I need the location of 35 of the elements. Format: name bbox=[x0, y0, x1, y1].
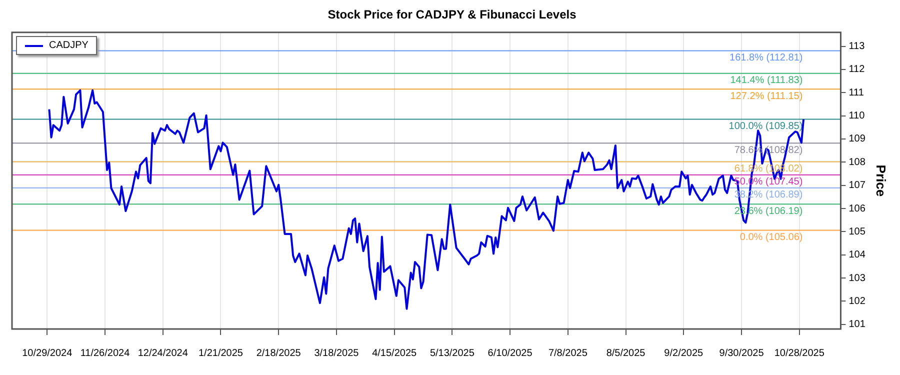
x-tick-label: 8/5/2025 bbox=[606, 348, 646, 359]
y-axis-title: Price bbox=[874, 164, 889, 197]
y-tick-label: 107 bbox=[848, 180, 866, 192]
y-tick-label: 111 bbox=[848, 87, 864, 98]
y-tick-label: 101 bbox=[848, 319, 866, 330]
x-tick-label: 10/28/2025 bbox=[774, 348, 825, 359]
y-tick-label: 102 bbox=[848, 296, 866, 307]
x-tick-label: 1/21/2025 bbox=[198, 348, 244, 359]
ref-line-label: 127.2% (111.15) bbox=[730, 90, 803, 102]
x-tick-label: 3/18/2025 bbox=[314, 348, 360, 359]
x-tick-label: 2/18/2025 bbox=[256, 348, 302, 359]
y-tick-label: 106 bbox=[848, 203, 866, 214]
x-tick-label: 10/29/2024 bbox=[22, 348, 73, 359]
y-tick-label: 105 bbox=[848, 226, 866, 238]
ref-line-label: 100.0% (109.85) bbox=[728, 121, 803, 132]
y-tick-label: 110 bbox=[848, 110, 866, 122]
x-tick-label: 12/24/2024 bbox=[138, 348, 188, 359]
x-tick-label: 9/30/2025 bbox=[719, 348, 764, 359]
ref-line-label: 161.8% (112.81) bbox=[730, 52, 803, 64]
x-tick-label: 5/13/2025 bbox=[430, 348, 475, 359]
y-tick-label: 108 bbox=[848, 156, 866, 168]
x-tick-label: 4/15/2025 bbox=[372, 348, 417, 359]
x-tick-label: 7/8/2025 bbox=[548, 348, 588, 359]
y-tick-label: 112 bbox=[848, 64, 866, 76]
x-tick-label: 11/26/2024 bbox=[80, 348, 130, 359]
ref-line-label: 0.0% (105.06) bbox=[740, 232, 803, 244]
x-tick-label: 9/2/2025 bbox=[664, 348, 704, 359]
y-tick-label: 103 bbox=[848, 272, 866, 284]
ref-line-label: 141.4% (111.83) bbox=[730, 75, 803, 86]
y-tick-label: 113 bbox=[848, 41, 866, 52]
y-tick-label: 109 bbox=[848, 134, 866, 145]
y-tick-label: 104 bbox=[848, 250, 866, 261]
x-tick-label: 6/10/2025 bbox=[488, 348, 533, 359]
legend-label: CADJPY bbox=[49, 40, 88, 51]
chart-title: Stock Price for CADJPY & Fibunacci Levels bbox=[328, 8, 577, 22]
